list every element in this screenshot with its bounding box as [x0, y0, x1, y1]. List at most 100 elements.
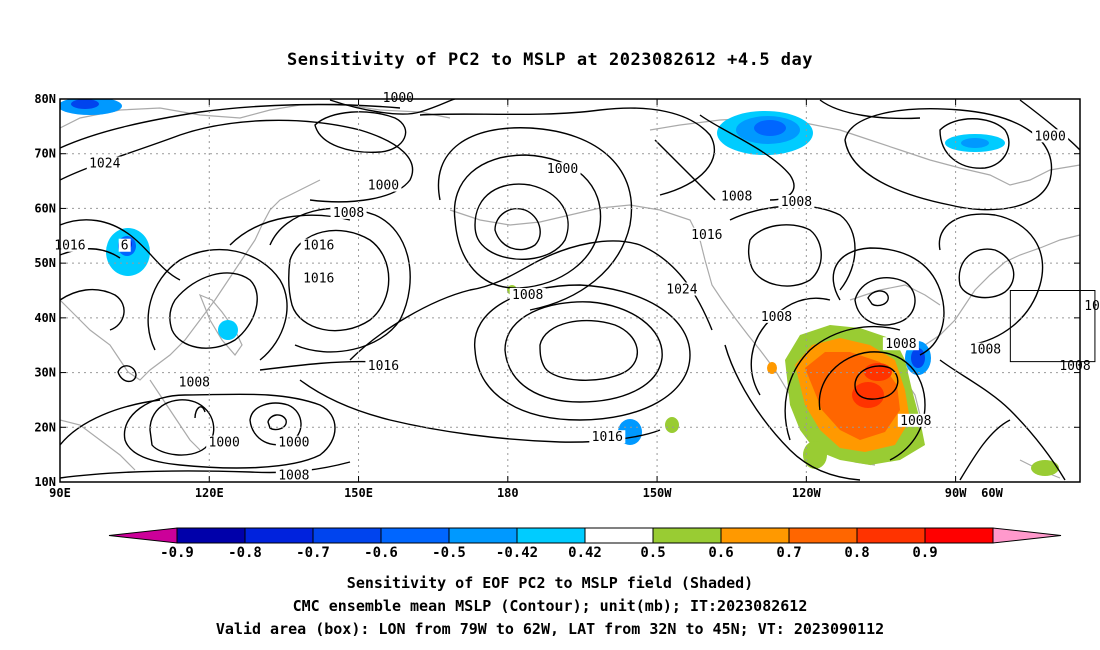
contour-label: 6: [121, 239, 129, 254]
contour-label-bg: [1057, 359, 1094, 373]
contour-label: 1008: [900, 414, 931, 429]
contour-label-bg: [51, 238, 88, 252]
lat-axis: 80N 70N 60N 50N 40N 30N 20N 10N: [34, 92, 1080, 489]
colorbar-level-label: 0.9: [912, 545, 937, 561]
valid-area-box: [1009, 290, 1096, 363]
contour-label: 1008: [333, 206, 364, 221]
caption-line-1: Sensitivity of EOF PC2 to MSLP field (Sh…: [346, 574, 754, 592]
contour-label-bg: [1081, 298, 1100, 312]
contour-label-bg: [758, 309, 795, 323]
contour-label-bg: [544, 162, 581, 176]
contour-label: 1024: [89, 157, 120, 172]
shade-patch: [665, 417, 679, 433]
lon-tick-label: 150W: [643, 486, 673, 500]
contour-label: 1016: [54, 239, 85, 254]
shade-patch: [1031, 460, 1059, 476]
colorbar-level-label: 0.6: [708, 545, 733, 561]
contour-label-bg: [589, 430, 626, 444]
contour-label: 1016: [303, 272, 334, 287]
colorbar-level-label: -0.5: [432, 545, 466, 561]
contour-label: 1008: [970, 343, 1001, 358]
lat-tick-label: 30N: [34, 366, 56, 380]
lat-tick-label: 60N: [34, 201, 56, 215]
plot-frame: [59, 98, 1081, 483]
contour-label-bg: [206, 435, 243, 449]
contour-label: 1000: [547, 162, 578, 177]
lon-tick-label: 120W: [792, 486, 822, 500]
contour-label-bg: [365, 178, 402, 192]
contour-label-bg: [300, 271, 337, 285]
contour-label: 1024: [666, 283, 697, 298]
colorbar-box: [380, 527, 450, 544]
lat-tick-label: 10N: [34, 475, 56, 489]
colorbar-arrow-left: [108, 527, 178, 544]
colorbar-box: [312, 527, 382, 544]
lat-tick-label: 70N: [34, 147, 56, 161]
contour-label-bg: [882, 337, 919, 351]
shade-patch: [803, 441, 827, 469]
contour-label-bg: [718, 189, 755, 203]
contour-label: 1016: [303, 239, 334, 254]
contour-label: 1008: [179, 376, 210, 391]
contour-label: 1016: [368, 359, 399, 374]
lon-tick-label: 180: [497, 486, 519, 500]
colorbar-box: [856, 527, 926, 544]
colorbar-box: [720, 527, 790, 544]
contour-label: 1008: [512, 288, 543, 303]
chart-title: Sensitivity of PC2 to MSLP at 2023082612…: [286, 50, 813, 70]
shade-patch: [71, 99, 99, 109]
contour-label-bg: [300, 238, 337, 252]
contour-label: 1008: [885, 337, 916, 352]
contour-label: 1000: [1034, 129, 1065, 144]
shade-patch: [754, 120, 786, 136]
contour-label: 1008: [278, 469, 309, 484]
colorbar-level-label: -0.42: [496, 545, 538, 561]
lon-axis: 90E 120E 150E 180 150W 120W 90W 60W: [49, 99, 1004, 500]
lat-tick-label: 50N: [34, 256, 56, 270]
colorbar-level-label: -0.7: [296, 545, 330, 561]
lon-tick-label: 90W: [945, 486, 967, 500]
contour-label-bg: [663, 282, 700, 296]
contour-label-bg: [380, 91, 417, 104]
shade-patch: [911, 348, 925, 368]
lon-tick-label: 150E: [344, 486, 373, 500]
lat-tick-label: 80N: [34, 92, 56, 106]
colorbar-level-label: -0.9: [160, 545, 194, 561]
lon-tick-label: 120E: [195, 486, 224, 500]
caption-line-3: Valid area (box): LON from 79W to 62W, L…: [215, 620, 885, 638]
shade-patch: [961, 138, 989, 148]
contour-label: 1008: [1059, 359, 1090, 374]
lon-tick-label: 60W: [981, 486, 1003, 500]
contour-label: 1000: [209, 436, 240, 451]
colorbar-box: [516, 527, 586, 544]
contour-label-bg: [330, 205, 367, 219]
colorbar-arrow-right: [992, 527, 1062, 544]
contour-label: 1016: [691, 228, 722, 243]
colorbar-box: [788, 527, 858, 544]
caption-line-2: CMC ensemble mean MSLP (Contour); unit(m…: [292, 597, 808, 615]
contour-label-bg: [365, 359, 402, 373]
colorbar-level-label: -0.6: [364, 545, 398, 561]
contour-label-bg: [1032, 129, 1069, 143]
colorbar-box: [652, 527, 722, 544]
colorbar-level-label: 0.7: [776, 545, 801, 561]
lat-tick-label: 20N: [34, 420, 56, 434]
contour-label: 1008: [721, 189, 752, 204]
contour-label: 1008: [761, 310, 792, 325]
lon-tick-label: 90E: [49, 486, 71, 500]
contour-label-bg: [275, 435, 312, 449]
contour-label-bg: [275, 468, 312, 482]
mslp-contours: [60, 99, 1080, 481]
colorbar-box: [924, 527, 994, 544]
contour-label: 1016: [592, 430, 623, 445]
colorbar-box: [584, 527, 654, 544]
colorbar-level-label: 0.42: [568, 545, 602, 561]
colorbar-box: [176, 527, 246, 544]
colorbar-box: [244, 527, 314, 544]
contour-label-bg: [118, 238, 131, 252]
colorbar: -0.9 -0.8 -0.7 -0.6 -0.5 -0.42 0.42 0.5 0.6 0.7 0.…: [108, 527, 1062, 561]
lat-tick-label: 40N: [34, 311, 56, 325]
colorbar-level-label: 0.5: [640, 545, 665, 561]
colorbar-level-label: 0.8: [844, 545, 869, 561]
